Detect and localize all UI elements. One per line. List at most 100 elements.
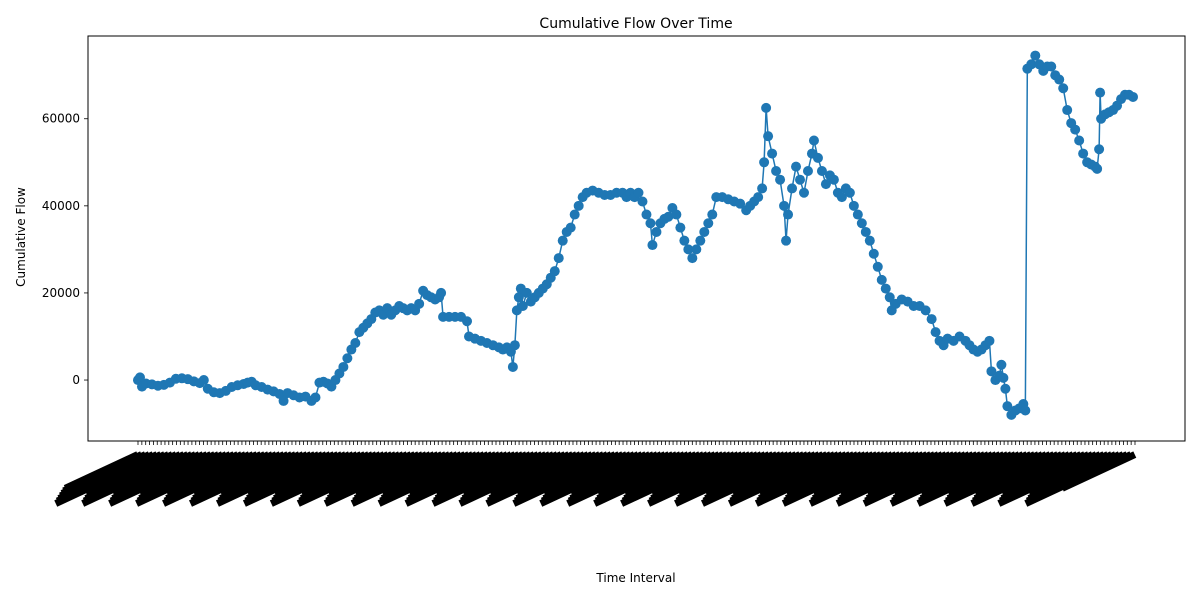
data-point <box>759 157 770 168</box>
data-point <box>549 266 560 277</box>
data-point <box>707 209 718 220</box>
axes-frame <box>87 35 1186 442</box>
chart-title: Cumulative Flow Over Time <box>539 16 732 32</box>
data-point <box>1074 135 1085 146</box>
data-point <box>675 222 686 233</box>
data-point <box>663 211 674 222</box>
data-point <box>645 218 656 229</box>
data-point <box>1026 59 1037 70</box>
data-point <box>679 235 690 246</box>
data-point <box>1070 124 1081 135</box>
data-point <box>836 192 847 203</box>
data-point <box>1062 105 1073 116</box>
data-point <box>647 240 658 251</box>
data-point <box>699 226 710 237</box>
data-point <box>1046 61 1057 72</box>
data-point <box>1094 144 1105 155</box>
data-point <box>880 283 891 294</box>
series-markers <box>133 50 1139 420</box>
data-point <box>860 226 871 237</box>
data-point <box>986 366 997 377</box>
data-point <box>856 218 867 229</box>
plot-area: 0 20000 40000 60000 <box>42 35 1186 507</box>
data-point <box>884 292 895 303</box>
data-point <box>872 261 883 272</box>
data-point <box>798 187 809 198</box>
data-point <box>1128 91 1139 102</box>
data-point <box>671 209 682 220</box>
data-point <box>998 372 1009 383</box>
data-point <box>984 335 995 346</box>
data-point <box>735 198 746 209</box>
x-tick-labels <box>54 451 1137 507</box>
data-point <box>812 152 823 163</box>
data-point <box>930 327 941 338</box>
data-point <box>521 287 532 298</box>
data-point <box>507 361 518 372</box>
data-point <box>1078 148 1089 159</box>
data-point <box>691 244 702 255</box>
data-point <box>787 183 798 194</box>
data-point <box>1000 383 1011 394</box>
data-point <box>462 316 473 327</box>
data-point <box>864 235 875 246</box>
data-point <box>703 218 714 229</box>
data-point <box>1020 405 1031 416</box>
data-point <box>569 209 580 220</box>
data-point <box>767 148 778 159</box>
data-point <box>350 338 361 349</box>
data-point <box>1092 163 1103 174</box>
data-point <box>641 209 652 220</box>
data-point <box>783 209 794 220</box>
data-point <box>757 183 768 194</box>
data-point <box>1054 74 1065 85</box>
data-point <box>761 102 772 113</box>
data-point <box>1058 83 1069 94</box>
data-point <box>795 174 806 185</box>
data-point <box>996 359 1007 370</box>
data-point <box>820 179 831 190</box>
data-point <box>637 196 648 207</box>
data-point <box>342 353 353 364</box>
data-point <box>278 395 289 406</box>
data-point <box>134 372 145 383</box>
data-point <box>695 235 706 246</box>
y-tick-label: 0 <box>72 373 80 387</box>
data-point <box>920 305 931 316</box>
data-point <box>509 340 520 351</box>
data-point <box>1095 87 1106 98</box>
data-point <box>1030 50 1041 61</box>
data-point <box>753 192 764 203</box>
data-point <box>848 200 859 211</box>
data-point <box>763 131 774 142</box>
x-axis-title: Time Interval <box>595 571 675 585</box>
data-point <box>868 248 879 259</box>
data-point <box>633 187 644 198</box>
data-point <box>852 209 863 220</box>
data-point <box>338 361 349 372</box>
data-point <box>565 222 576 233</box>
data-point <box>802 166 813 176</box>
data-point <box>844 187 855 198</box>
data-point <box>775 174 786 185</box>
data-point <box>828 174 839 185</box>
data-point <box>816 166 827 176</box>
data-point <box>1002 401 1013 412</box>
data-point <box>771 166 782 176</box>
data-point <box>310 392 321 403</box>
data-point <box>557 235 568 246</box>
data-point <box>781 235 792 246</box>
data-point <box>687 253 698 264</box>
data-point <box>513 292 524 303</box>
data-point <box>573 200 584 211</box>
data-point <box>517 301 528 311</box>
y-tick-label: 60000 <box>42 112 80 126</box>
data-point <box>779 200 790 211</box>
data-point <box>651 226 662 237</box>
y-axis-title: Cumulative Flow <box>14 187 28 287</box>
data-point <box>791 161 802 172</box>
y-tick-label: 20000 <box>42 286 80 300</box>
data-point <box>808 135 819 146</box>
